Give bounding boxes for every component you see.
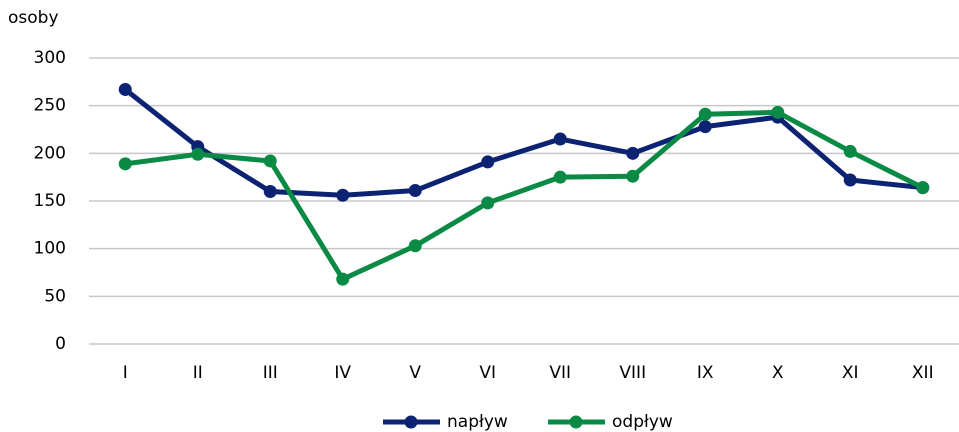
data-point — [843, 173, 857, 187]
data-point — [553, 170, 567, 184]
x-tick-label: VII — [549, 363, 571, 383]
data-point — [118, 82, 132, 96]
data-point — [481, 155, 495, 169]
y-tick-label: 50 — [44, 286, 66, 306]
data-point — [916, 181, 930, 195]
x-tick-label: IX — [697, 363, 714, 383]
series-line — [123, 87, 924, 198]
y-tick-label: 150 — [34, 191, 66, 211]
data-point — [336, 272, 350, 286]
y-tick-label: 100 — [34, 239, 66, 259]
data-point — [118, 157, 132, 171]
data-point — [408, 184, 422, 198]
data-point — [408, 239, 422, 253]
legend-marker — [404, 415, 418, 429]
data-point — [553, 132, 567, 146]
x-tick-label: III — [263, 363, 278, 383]
data-point — [626, 169, 640, 183]
x-tick-label: IV — [334, 363, 351, 383]
x-tick-label: VI — [479, 363, 496, 383]
data-point — [771, 105, 785, 119]
x-tick-label: XII — [912, 363, 934, 383]
legend-marker — [569, 415, 583, 429]
x-tick-label: VIII — [619, 363, 646, 383]
x-tick-label: II — [193, 363, 203, 383]
data-point — [263, 184, 277, 198]
legend-label: odpływ — [612, 412, 673, 432]
y-tick-label: 300 — [34, 48, 66, 68]
data-point — [263, 154, 277, 168]
series-line — [124, 109, 924, 282]
y-tick-label: 200 — [34, 143, 66, 163]
data-point — [698, 120, 712, 134]
data-point — [843, 144, 857, 158]
y-tick-label: 250 — [34, 96, 66, 116]
data-point — [191, 147, 205, 161]
y-axis-label: osoby — [8, 8, 59, 28]
data-point — [481, 196, 495, 210]
data-point — [698, 107, 712, 121]
legend-label: napływ — [447, 412, 508, 432]
x-tick-label: XI — [842, 363, 859, 383]
data-point — [336, 188, 350, 202]
x-tick-label: X — [772, 363, 784, 383]
data-point — [626, 146, 640, 160]
x-tick-label: V — [409, 363, 421, 383]
y-tick-label: 0 — [55, 334, 66, 354]
x-tick-label: I — [123, 363, 128, 383]
